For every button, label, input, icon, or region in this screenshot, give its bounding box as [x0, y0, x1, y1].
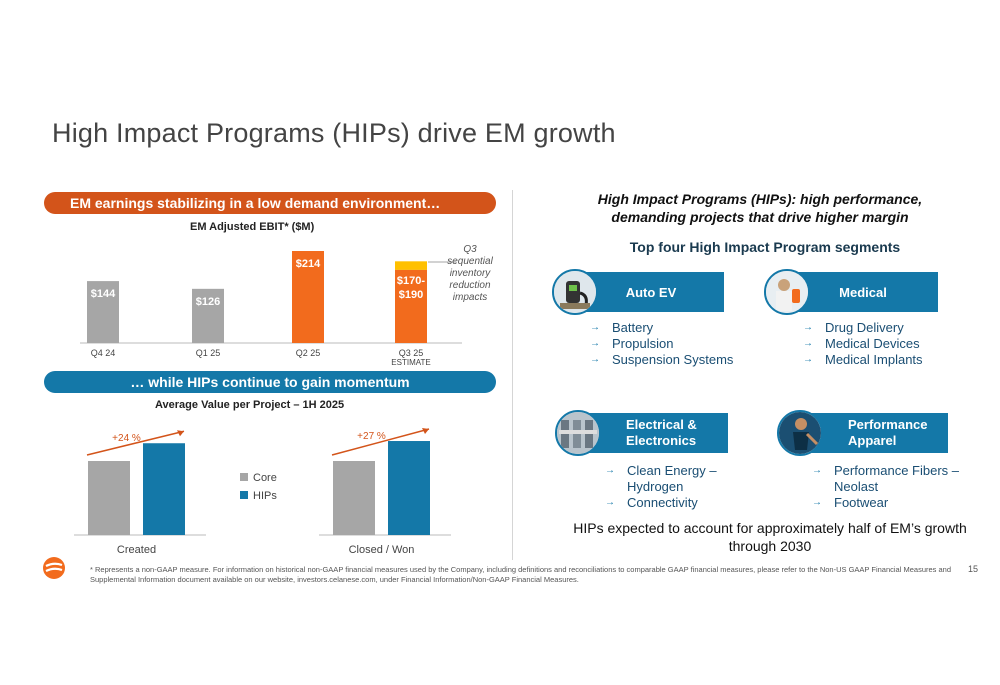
apparel-list: → Performance Fibers – Neolast → Footwear — [812, 463, 972, 511]
legend-label: HIPs — [253, 490, 277, 502]
list-item: → Medical Implants — [803, 352, 923, 367]
electronics-icon — [555, 410, 601, 456]
ev-charger-icon — [552, 269, 598, 315]
arrow-icon: → — [590, 354, 600, 365]
arrow-icon: → — [812, 465, 822, 476]
list-item: → Performance Fibers – Neolast — [812, 463, 959, 494]
divider — [512, 190, 513, 560]
bar-core — [333, 461, 375, 535]
bar-hips — [143, 443, 185, 535]
segments-subheading: Top four High Impact Program segments — [629, 239, 901, 255]
list-item: → Drug Delivery — [803, 320, 904, 335]
arrow-icon: → — [803, 322, 813, 333]
legend-label: Core — [253, 472, 277, 484]
segment-label: Medical — [839, 284, 887, 300]
earnings-banner: EM earnings stabilizing in a low demand … — [44, 192, 496, 214]
page-number: 15 — [968, 564, 979, 574]
page-title: High Impact Programs (HIPs) drive EM gro… — [52, 118, 616, 148]
legend-swatch — [240, 473, 248, 481]
growth-label: +27 % — [357, 431, 386, 442]
momentum-banner: … while HIPs continue to gain momentum — [44, 371, 496, 393]
segment-medical: Medical — [788, 272, 938, 312]
list-item: → Clean Energy – Hydrogen — [605, 463, 717, 494]
ebit-chart-title: EM Adjusted EBIT* ($M) — [190, 221, 315, 233]
data-label: $144 — [91, 288, 116, 300]
company-logo-icon — [42, 556, 66, 580]
segment-label: Auto EV — [625, 284, 677, 300]
list-item: → Battery — [590, 320, 654, 335]
data-label: $126 — [196, 296, 220, 308]
list-item: → Suspension Systems — [590, 352, 734, 367]
bar — [395, 269, 427, 343]
segment-electrical-electronics: Electrical & Electronics — [582, 413, 728, 453]
arrow-icon: → — [605, 465, 615, 476]
list-item: → Connectivity — [605, 495, 698, 510]
apparel-icon — [777, 410, 823, 456]
q3-note: Q3 sequential inventory reduction impact… — [447, 244, 493, 303]
bar — [192, 288, 224, 343]
medical-icon — [764, 269, 810, 315]
category-label: Closed / Won — [349, 544, 415, 556]
bar — [292, 251, 324, 343]
auto-ev-list: → Battery → Propulsion → Suspension Systems — [590, 320, 733, 368]
arrow-icon: → — [812, 497, 822, 508]
list-item: → Footwear — [812, 495, 889, 510]
hips-heading: High Impact Programs (HIPs): high perfor… — [597, 191, 923, 225]
arrow-head — [422, 428, 429, 435]
growth-arrow — [86, 430, 185, 456]
hips-growth-note: HIPs expected to account for approximate… — [573, 520, 967, 554]
growth-label: +24 % — [112, 433, 141, 444]
arrow-icon: → — [590, 338, 600, 349]
arrow-icon: → — [605, 497, 615, 508]
segment-label: Electrical & Electronics — [626, 417, 697, 448]
arrow-head — [177, 430, 184, 437]
arrow-icon: → — [803, 354, 813, 365]
medical-list: → Drug Delivery → Medical Devices → Medical… — [803, 320, 923, 368]
tick-label: Q4 24 — [91, 348, 116, 358]
category-label: Created — [117, 544, 156, 556]
segment-label: Performance Apparel — [848, 417, 928, 448]
data-label: $214 — [296, 258, 321, 270]
tick-label: Q3 25 — [399, 348, 424, 358]
data-label: $190 — [399, 289, 423, 301]
bar — [87, 281, 119, 343]
footnote: * Represents a non-GAAP measure. For inf… — [90, 565, 952, 584]
arrow-icon: → — [590, 322, 600, 333]
arrow-icon: → — [803, 338, 813, 349]
tick-label: Q1 25 — [196, 348, 221, 358]
bar-range — [395, 261, 427, 270]
growth-arrow — [331, 428, 430, 456]
tick-label: Q2 25 — [296, 348, 321, 358]
tick-sublabel: ESTIMATE — [391, 358, 430, 367]
segment-auto-ev: Auto EV — [578, 272, 724, 312]
list-item: → Propulsion — [590, 336, 674, 351]
list-item: → Medical Devices — [803, 336, 920, 351]
project-value-chart-title: Average Value per Project – 1H 2025 — [155, 399, 345, 411]
data-label: $170- — [397, 275, 425, 287]
bar-hips — [388, 441, 430, 535]
bar-core — [88, 461, 130, 535]
legend-swatch — [240, 491, 248, 499]
segment-performance-apparel: Performance Apparel — [800, 413, 948, 453]
electronics-list: → Clean Energy – Hydrogen → Connectivity — [605, 463, 745, 511]
